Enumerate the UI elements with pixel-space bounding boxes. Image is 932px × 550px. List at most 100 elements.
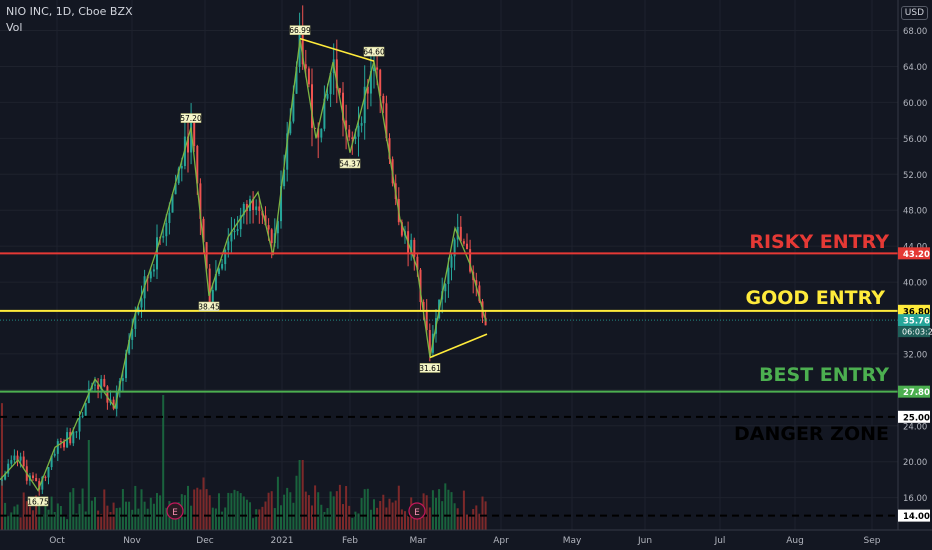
volume-bar (459, 514, 462, 530)
candle-body (301, 27, 304, 65)
candle-body (388, 138, 391, 160)
volume-bar (81, 488, 84, 530)
candle-body (190, 118, 193, 153)
volume-bar (214, 508, 217, 530)
volume-bar (391, 502, 394, 530)
candle-body (283, 169, 286, 187)
volume-bar (286, 487, 289, 530)
level-label-best-entry: BEST ENTRY (759, 364, 889, 386)
candle-body (304, 64, 307, 69)
pivot-label: 54.37 (339, 159, 361, 168)
volume-bar (283, 494, 286, 530)
volume-bar (472, 508, 475, 530)
trend-line[interactable] (429, 333, 488, 359)
volume-bar (233, 489, 236, 530)
candle-body (280, 186, 282, 222)
candle-body (196, 145, 199, 184)
volume-bar (466, 514, 468, 530)
time-axis[interactable] (0, 530, 932, 550)
price-axis[interactable] (898, 0, 932, 550)
volume-bar (115, 508, 118, 530)
volume-bar (94, 497, 96, 530)
candle-body (125, 353, 127, 379)
price-tick-label: 48.00 (903, 207, 927, 217)
candle-body (270, 229, 273, 244)
volume-bar (295, 475, 298, 530)
volume-bar (50, 496, 53, 530)
price-tag (898, 385, 930, 398)
countdown-box (898, 326, 930, 338)
pivot-label-box (180, 113, 202, 123)
candle-body (13, 455, 16, 461)
candle-body (413, 239, 416, 257)
price-tag-label: 14.00 (903, 512, 930, 522)
pivot-label-box (289, 25, 311, 35)
candle-body (428, 330, 431, 353)
volume-bar (307, 495, 310, 530)
volume-bar (270, 491, 273, 530)
candle-body (168, 212, 171, 223)
candle-body (47, 467, 50, 478)
volume-bar (462, 490, 465, 530)
time-tick-label: Nov (123, 536, 141, 546)
time-tick-label: Oct (49, 536, 65, 546)
volume-bar (289, 492, 292, 530)
price-tick-label: 60.00 (903, 99, 927, 109)
volume-bar (478, 513, 481, 530)
price-tag-label: 36.80 (903, 307, 930, 317)
price-tick-label: 16.00 (903, 494, 927, 504)
volume-bar (205, 489, 208, 530)
volume-bar (146, 508, 149, 530)
volume-bar (425, 495, 428, 530)
pivot-label: 31.61 (419, 364, 441, 373)
candle-body (416, 256, 419, 270)
volume-bar (469, 514, 472, 530)
candle-body (63, 441, 65, 448)
time-tick-label: Feb (342, 536, 358, 546)
pivot-label: 38.45 (198, 302, 220, 311)
volume-bar (118, 507, 121, 530)
volume-bar (335, 491, 338, 530)
volume-bar (385, 507, 388, 530)
volume-bar (301, 460, 304, 530)
candle-body (469, 249, 472, 272)
candle-body (276, 221, 279, 234)
candle-body (329, 72, 332, 95)
volume-bar (261, 506, 264, 530)
candle-body (35, 478, 38, 482)
earnings-marker-icon[interactable] (408, 502, 426, 520)
candle-body (444, 283, 447, 292)
candle-body (174, 183, 177, 195)
price-tick-label: 20.00 (903, 458, 927, 468)
candle-body (72, 431, 75, 444)
volume-bar (338, 484, 341, 530)
volume-bar (314, 485, 317, 530)
volume-bar (66, 519, 69, 530)
currency-button[interactable]: USD (900, 6, 928, 20)
candle-body (44, 476, 47, 478)
candle-body (459, 226, 462, 242)
volume-bar (323, 511, 326, 530)
volume-bar (19, 517, 22, 530)
volume-bar (78, 503, 81, 530)
volume-bar (53, 512, 56, 530)
candle-body (314, 127, 317, 129)
countdown-label: 06:03:2 (902, 328, 932, 337)
volume-bar (376, 507, 379, 530)
trend-line[interactable] (299, 37, 375, 62)
earnings-marker-icon[interactable] (166, 502, 184, 520)
pivot-label-box (339, 158, 361, 169)
candle-body (252, 199, 255, 211)
volume-bar (1, 403, 3, 530)
candle-body (366, 86, 369, 94)
pivot-label-box (419, 363, 441, 373)
candle-body (447, 267, 450, 284)
candle-body (224, 250, 227, 265)
candle-body (338, 88, 341, 93)
candle-body (59, 441, 62, 443)
volume-bar (239, 493, 242, 530)
volume-bar (84, 511, 87, 530)
price-tick-label: 56.00 (903, 135, 927, 145)
